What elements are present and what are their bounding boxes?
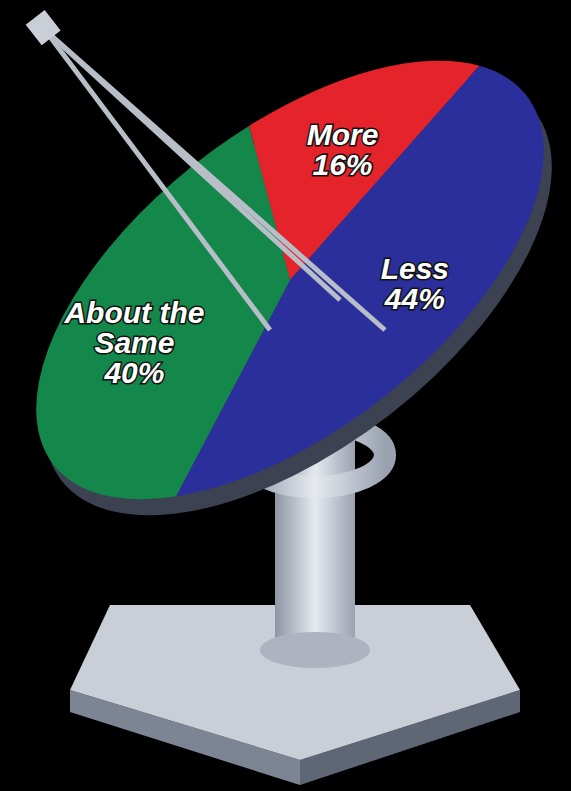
- feed-rod: [45, 30, 270, 330]
- value-label: 16%: [312, 148, 372, 181]
- feed-horn: [26, 10, 61, 45]
- category-label: More: [307, 118, 379, 151]
- chart: More16% Less44% About theSame40%: [0, 0, 571, 791]
- labels: More16% Less44% About theSame40%: [63, 118, 449, 389]
- pie: [0, 0, 571, 583]
- pie-slice: [0, 123, 401, 543]
- neck-foot: [260, 632, 370, 668]
- category-label: Less: [381, 252, 449, 285]
- feed-rod: [45, 30, 385, 330]
- feed-rods: [26, 10, 385, 330]
- value-label: 44%: [384, 282, 445, 315]
- category-label: About theSame: [63, 296, 204, 359]
- value-label: 40%: [103, 356, 164, 389]
- dish-rim: [0, 0, 571, 599]
